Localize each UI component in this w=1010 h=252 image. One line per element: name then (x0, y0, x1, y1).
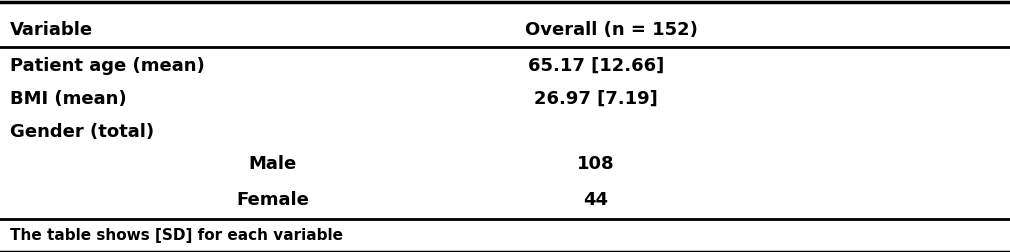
Text: Male: Male (248, 155, 297, 173)
Text: BMI (mean): BMI (mean) (10, 89, 126, 107)
Text: Variable: Variable (10, 21, 93, 39)
Text: Female: Female (236, 190, 309, 208)
Text: Patient age (mean): Patient age (mean) (10, 56, 205, 75)
Text: Overall (n = 152): Overall (n = 152) (525, 21, 698, 39)
Text: 44: 44 (584, 190, 608, 208)
Text: Gender (total): Gender (total) (10, 122, 155, 140)
Text: 26.97 [7.19]: 26.97 [7.19] (534, 89, 658, 107)
Text: 108: 108 (577, 155, 615, 173)
Text: 65.17 [12.66]: 65.17 [12.66] (528, 56, 664, 75)
Text: The table shows [SD] for each variable: The table shows [SD] for each variable (10, 227, 343, 242)
